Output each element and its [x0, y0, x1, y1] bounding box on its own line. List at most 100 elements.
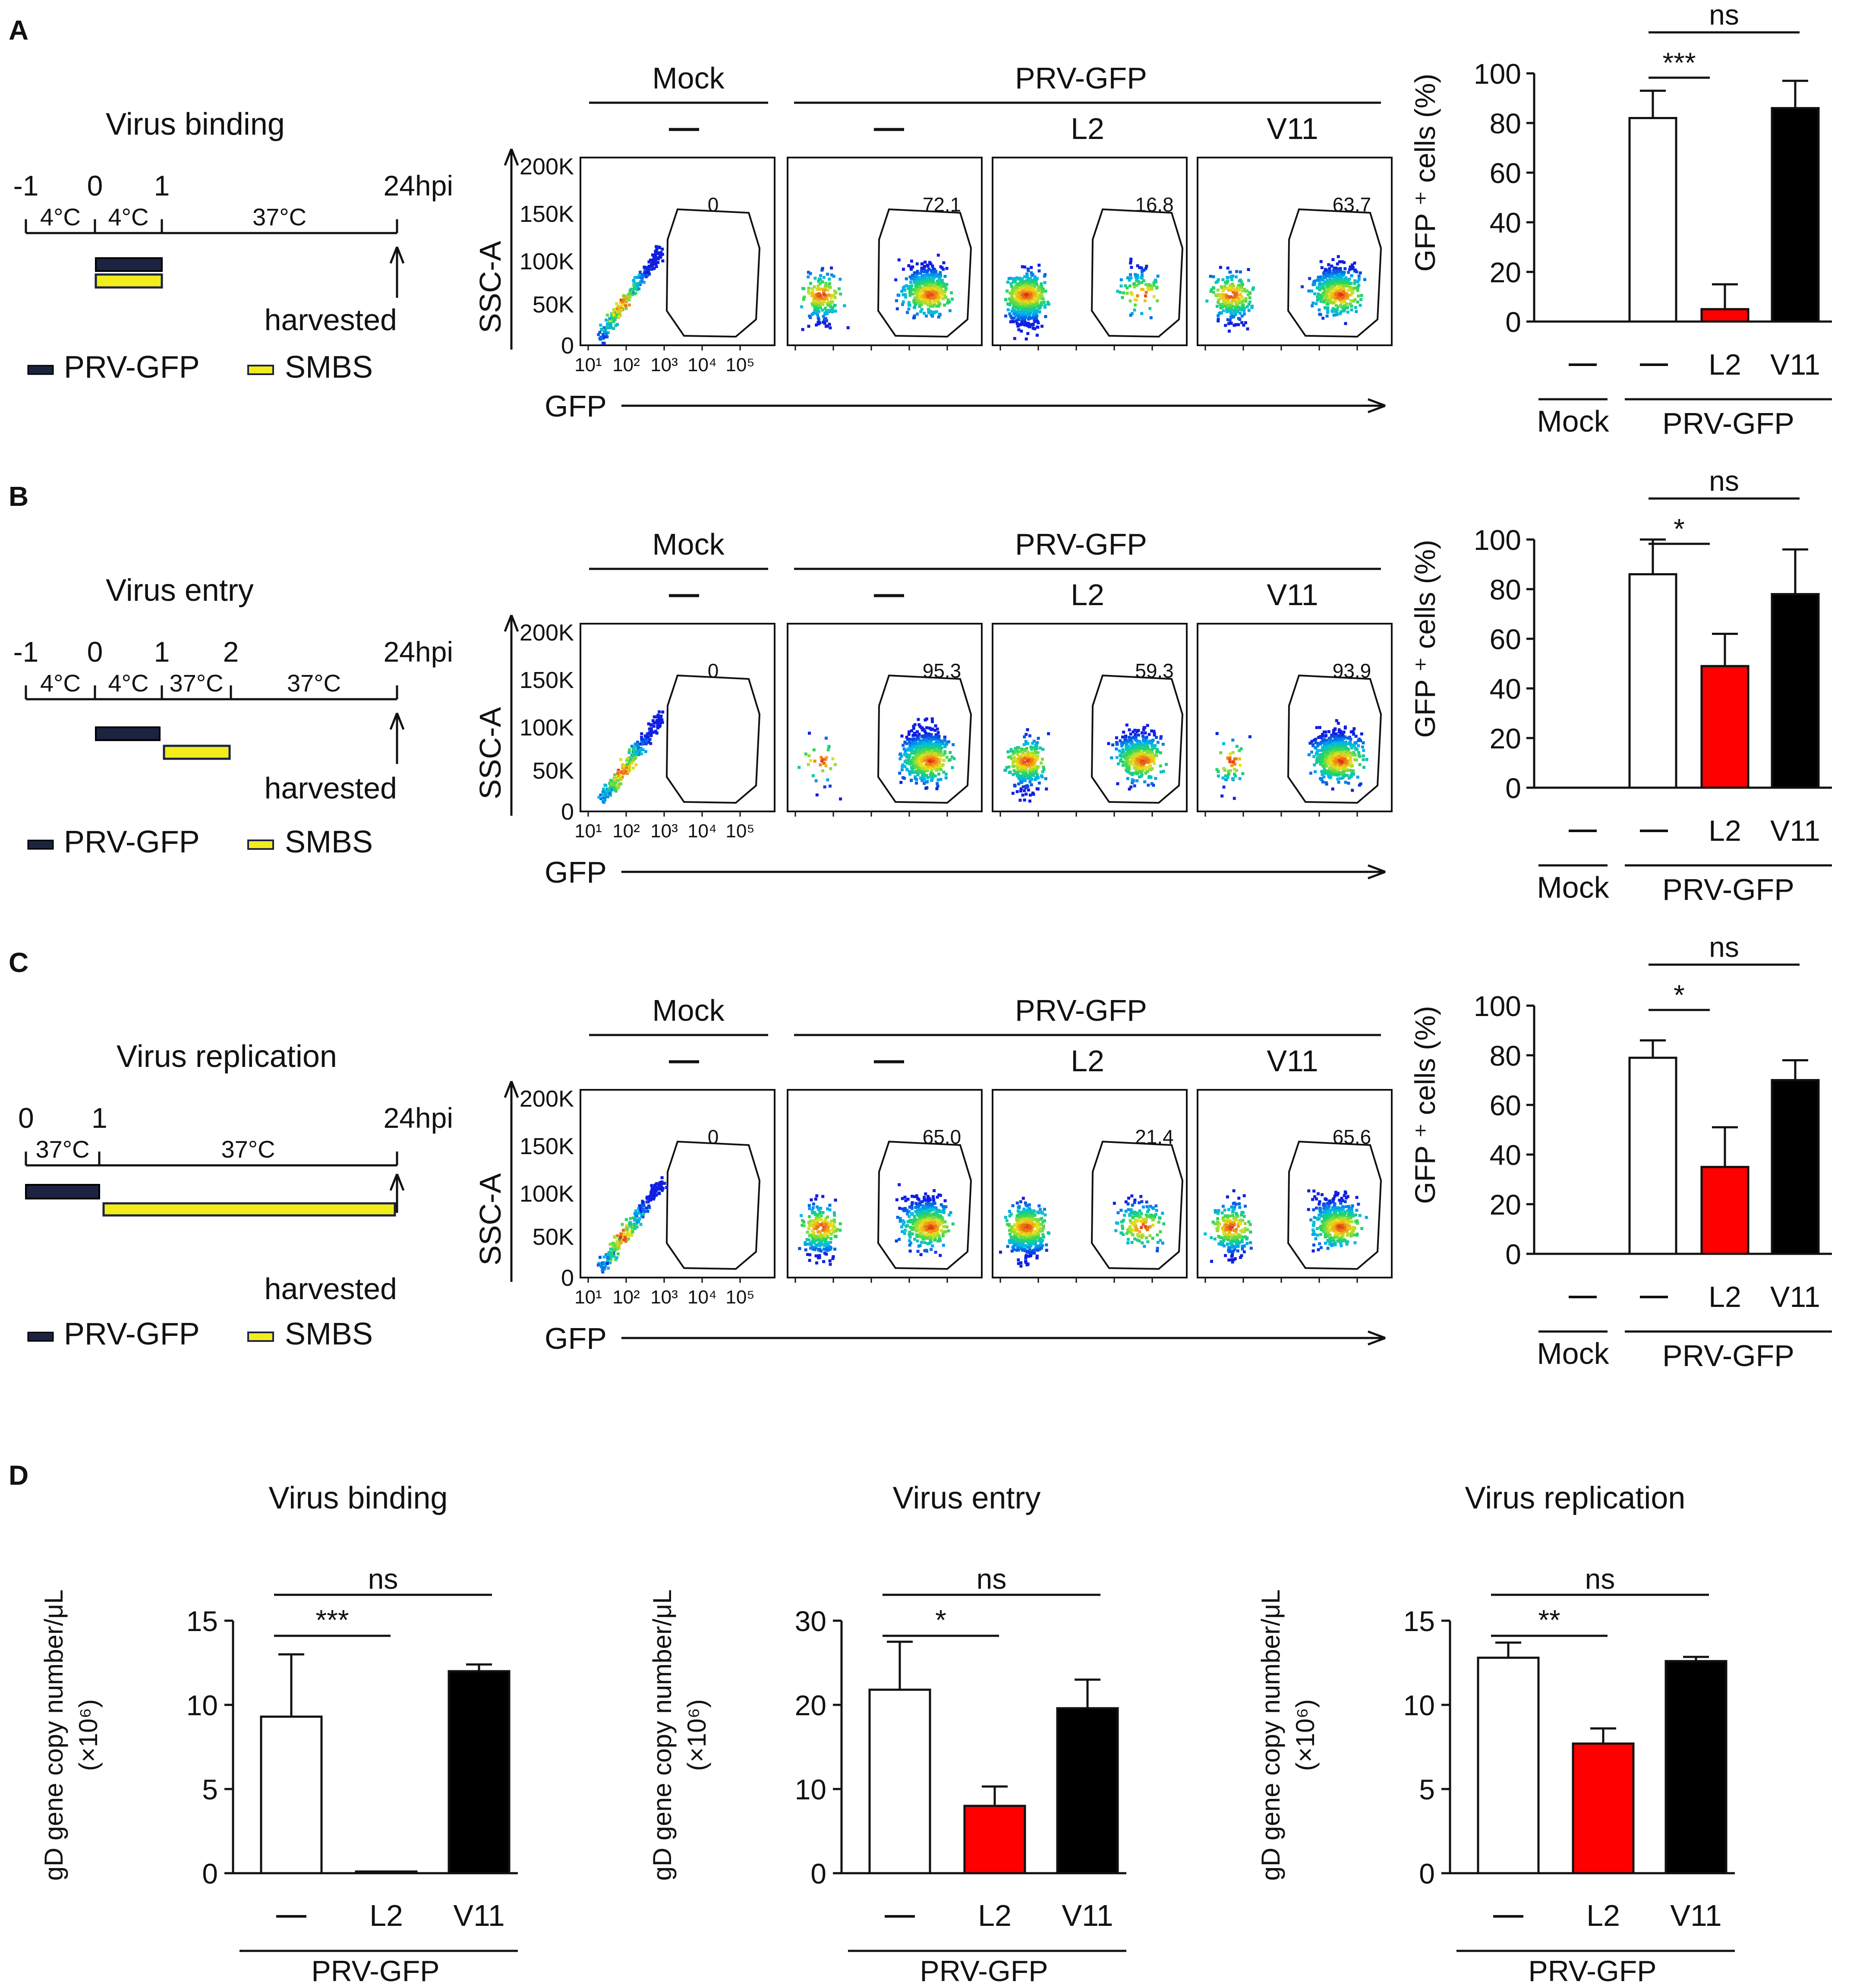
flow-event — [1347, 764, 1350, 767]
flow-event — [922, 767, 926, 770]
flow-event — [1018, 283, 1021, 286]
flow-event — [1226, 303, 1230, 307]
flow-event — [1246, 327, 1249, 331]
flow-event — [1221, 776, 1225, 779]
flow-event — [918, 285, 921, 289]
flow-event — [1126, 745, 1129, 749]
flow-event — [820, 302, 823, 306]
flow-event — [1152, 295, 1156, 298]
flow-event — [1217, 318, 1220, 321]
flow-event — [925, 291, 928, 294]
flow-event — [926, 780, 929, 783]
flow-event — [1248, 735, 1251, 738]
flow-event — [1215, 768, 1219, 771]
flow-event — [614, 311, 618, 314]
timeline-temperature: 37°C — [252, 203, 306, 230]
flow-event — [1316, 299, 1319, 302]
gate-percentage: 72.1 — [923, 193, 961, 216]
flow-event — [1352, 286, 1355, 290]
flow-event — [1330, 770, 1333, 774]
flow-event — [1317, 736, 1321, 739]
flow-event — [1338, 284, 1342, 287]
flow-event — [833, 290, 836, 293]
flow-event — [914, 275, 917, 278]
flow-event — [1345, 281, 1348, 284]
flow-event — [1326, 770, 1329, 773]
flow-event — [935, 288, 938, 291]
flow-event — [1013, 280, 1017, 284]
flow-event — [1240, 296, 1244, 299]
flow-event — [1337, 270, 1341, 273]
flow-event — [910, 747, 914, 751]
flow-event — [1340, 293, 1343, 297]
flow-event — [901, 765, 904, 768]
flow-event — [1310, 751, 1313, 754]
flow-event — [924, 759, 927, 762]
flow-event — [1024, 307, 1028, 310]
flow-event — [1332, 731, 1335, 735]
flow-event — [939, 265, 943, 268]
flow-event — [1140, 281, 1144, 284]
flow-event — [929, 305, 933, 308]
flow-event — [1343, 736, 1346, 740]
flow-event — [1233, 757, 1236, 760]
flow-event — [1316, 286, 1319, 290]
prv-treatment-bar — [25, 1184, 100, 1199]
flow-event — [1238, 757, 1241, 760]
flow-event — [1328, 277, 1332, 281]
timeline-temperature: 37°C — [221, 1136, 275, 1163]
flow-event — [1034, 756, 1037, 759]
flow-event — [624, 298, 627, 301]
flow-event — [908, 754, 911, 757]
flow-event — [654, 252, 657, 255]
flow-event — [1031, 293, 1034, 297]
flow-event — [1023, 275, 1026, 278]
flow-event — [1115, 747, 1118, 751]
flow-event — [905, 761, 908, 765]
flow-event — [949, 758, 952, 761]
flow-event — [809, 282, 812, 285]
flow-event — [651, 1186, 654, 1190]
flow-event — [1352, 732, 1355, 736]
flow-event — [625, 1224, 628, 1228]
flow-event — [1342, 774, 1346, 778]
flow-event — [1027, 788, 1030, 792]
flow-event — [612, 783, 616, 786]
flow-event — [911, 751, 914, 755]
flow-event — [616, 779, 620, 783]
flow-frame — [1197, 623, 1393, 812]
flow-event — [834, 291, 838, 295]
flow-event — [911, 737, 915, 741]
flow-event — [919, 310, 923, 313]
flow-event — [1024, 773, 1027, 776]
flow-event — [916, 312, 919, 316]
flow-event — [924, 294, 927, 297]
flow-event — [824, 306, 827, 310]
flow-event — [1040, 761, 1043, 765]
flow-event — [1235, 309, 1239, 312]
flow-event — [1209, 290, 1213, 293]
flow-event — [934, 751, 937, 755]
flow-event — [927, 267, 930, 271]
bar-y-tick-label: 100 — [1474, 524, 1521, 556]
flow-event — [944, 296, 948, 299]
flow-event — [1342, 765, 1345, 769]
panel-title: Virus binding — [106, 107, 285, 142]
flow-event — [626, 763, 629, 766]
flow-event — [1320, 753, 1323, 757]
flow-event — [1234, 293, 1237, 296]
flow-event — [1231, 305, 1234, 308]
flow-event — [1350, 772, 1354, 776]
prv-treatment-bar — [95, 257, 163, 272]
flow-event — [1031, 316, 1034, 320]
flow-event — [1351, 263, 1354, 267]
flow-event — [627, 295, 630, 298]
flow-event — [839, 278, 842, 281]
flow-event — [613, 778, 616, 781]
flow-event — [926, 264, 930, 268]
flow-event — [932, 737, 936, 741]
flow-event — [934, 295, 937, 298]
flow-event — [1219, 297, 1222, 300]
flow-event — [1353, 282, 1356, 285]
flow-event — [829, 305, 832, 308]
